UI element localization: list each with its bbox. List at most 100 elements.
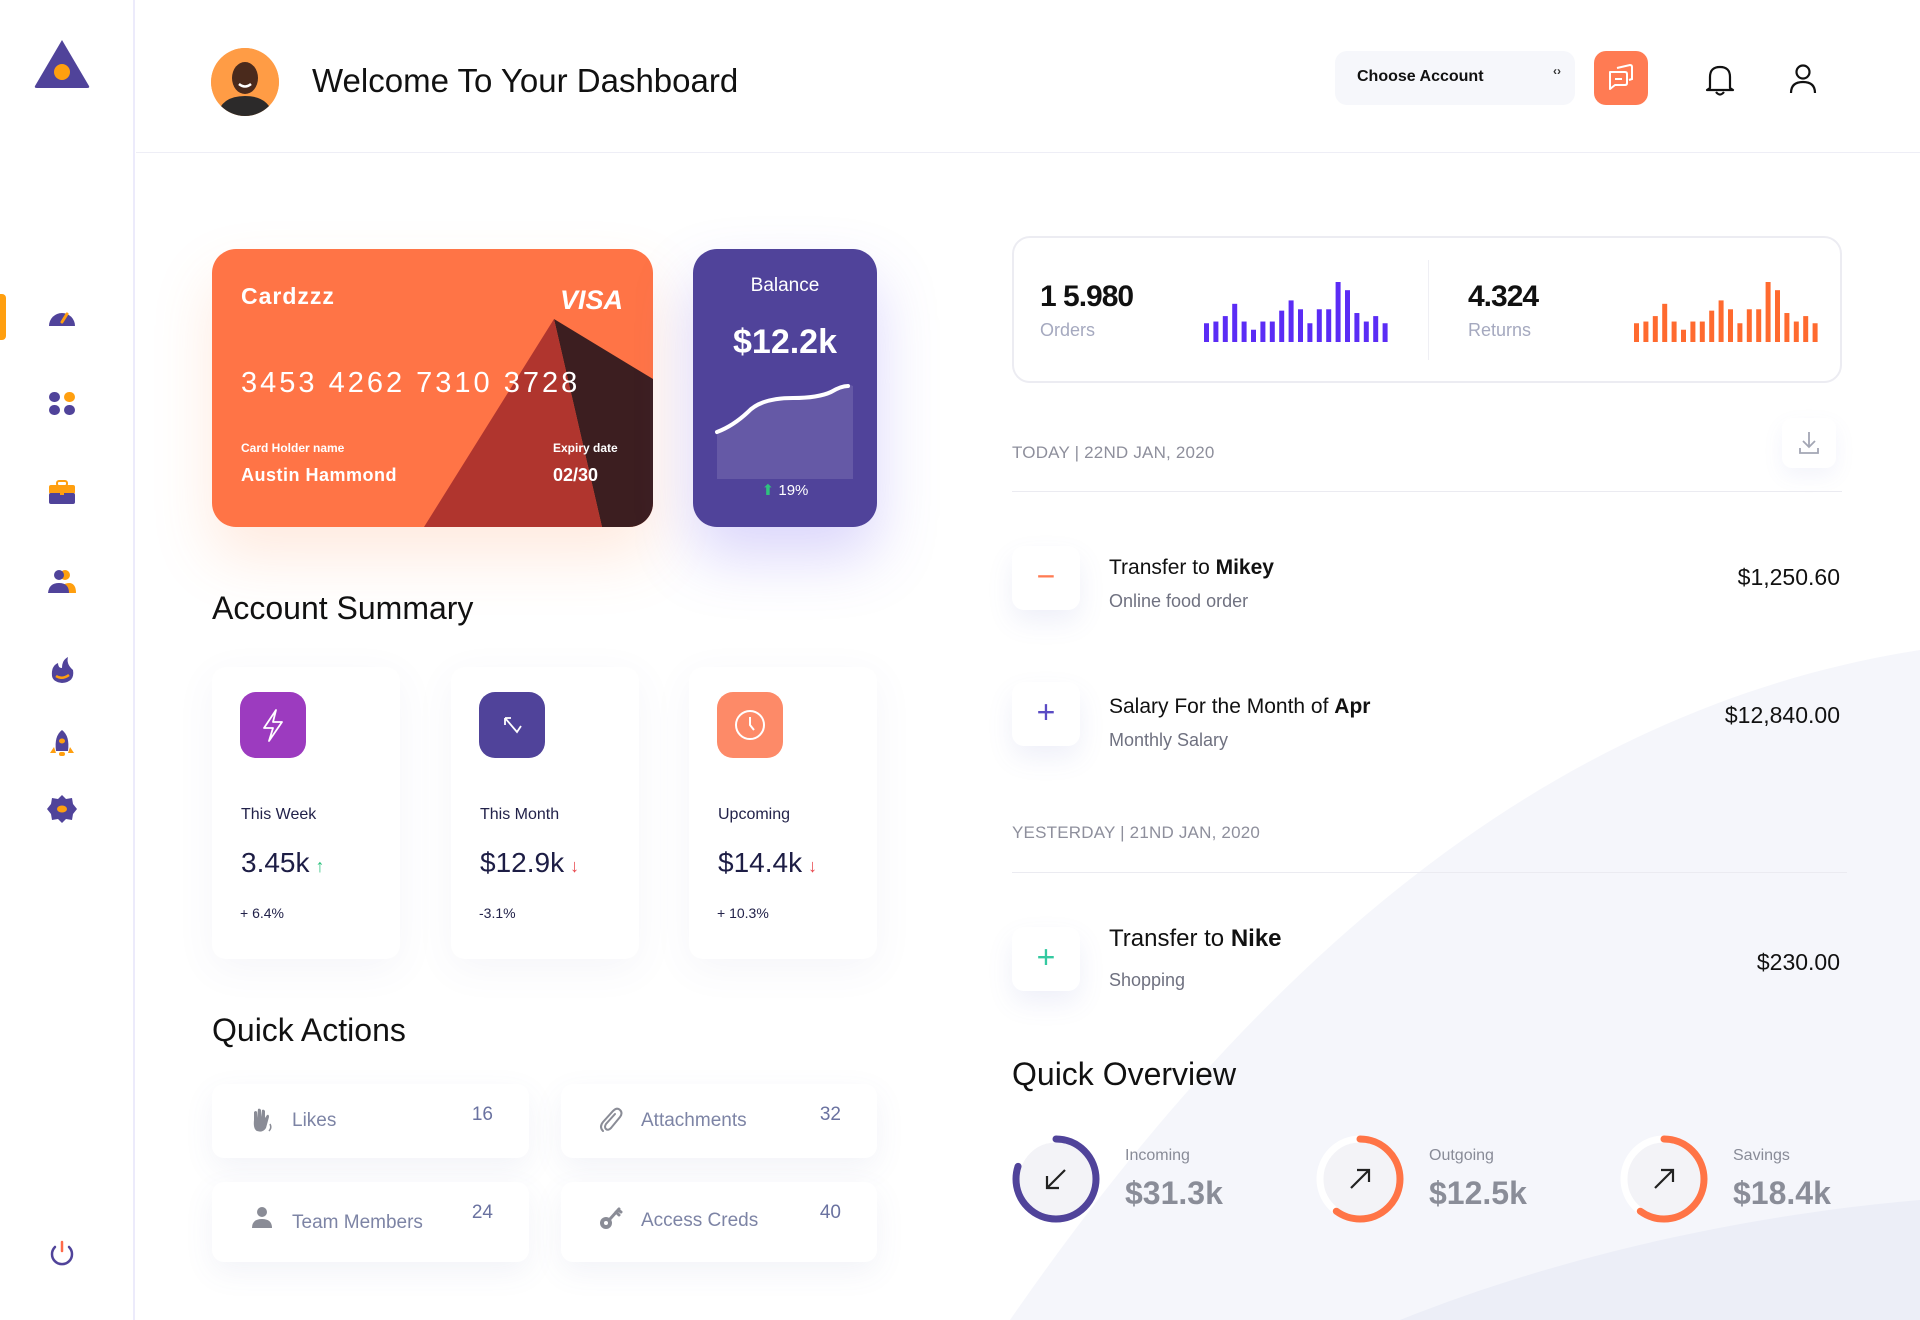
choose-account-select[interactable]: Choose Account ‹›: [1335, 51, 1575, 105]
bar: [1737, 323, 1743, 342]
progress-arc: [1316, 1135, 1404, 1223]
bar: [1251, 329, 1256, 342]
returns-label: Returns: [1468, 320, 1532, 340]
bar: [1222, 316, 1228, 342]
summary-label: This Week: [241, 806, 317, 823]
overview-outgoing[interactable]: Outgoing $12.5k: [1314, 1133, 1604, 1225]
bar: [1354, 313, 1360, 342]
bar: [1241, 321, 1247, 342]
arrow-up-icon: ⬆: [761, 482, 775, 499]
messages-button[interactable]: [1594, 51, 1648, 105]
bar: [1652, 316, 1658, 342]
transaction-title: Salary For the Month of Apr: [1109, 695, 1371, 718]
stats-divider: [1428, 260, 1429, 360]
page-title: Welcome To Your Dashboard: [312, 62, 739, 99]
bell-icon[interactable]: [1704, 62, 1736, 98]
power-icon[interactable]: [46, 1237, 78, 1269]
plus-icon[interactable]: +: [1012, 682, 1080, 746]
bar: [1728, 309, 1733, 342]
bar: [1204, 323, 1209, 342]
quick-action-label: Access Creds: [641, 1210, 759, 1231]
users-icon[interactable]: [46, 566, 78, 598]
returns-bar-chart: [1634, 282, 1818, 342]
bar: [1671, 321, 1677, 342]
progress-arc: [1620, 1135, 1708, 1223]
active-indicator: [0, 294, 6, 340]
credit-card[interactable]: Cardzzz VISA 3453 4262 7310 3728 Card Ho…: [212, 249, 653, 527]
bar: [1812, 323, 1818, 342]
avatar[interactable]: [211, 48, 279, 116]
trend-down-icon: ↓: [808, 856, 818, 876]
summary-pct: + 10.3%: [717, 905, 769, 921]
fire-icon[interactable]: [46, 654, 78, 686]
quick-action-team-members[interactable]: Team Members 24: [212, 1182, 529, 1262]
briefcase-icon[interactable]: [46, 477, 78, 509]
date-header-today: TODAY | 22ND JAN, 2020: [1012, 443, 1215, 462]
header-divider: [136, 152, 1920, 153]
bar: [1643, 321, 1649, 342]
divider: [1012, 872, 1847, 873]
download-icon: [1799, 432, 1819, 454]
download-button[interactable]: [1782, 418, 1836, 468]
choose-account-label: Choose Account: [1357, 68, 1484, 85]
balance-change: ⬆ 19%: [761, 482, 809, 499]
bar: [1699, 321, 1705, 342]
bar: [1784, 313, 1790, 342]
trend-up-icon: ↑: [315, 856, 325, 876]
arrow-down-left-icon: [1045, 1169, 1066, 1190]
divider: [1012, 491, 1842, 492]
transaction-title: Transfer to Nike: [1109, 925, 1282, 952]
bar: [1269, 321, 1275, 342]
summary-value: $12.9k ↓: [480, 847, 580, 878]
orders-bar-chart: [1204, 282, 1388, 342]
transaction-subtitle: Monthly Salary: [1109, 730, 1229, 750]
bar: [1260, 321, 1266, 342]
bar: [1307, 323, 1313, 342]
summary-label: This Month: [480, 806, 560, 823]
expiry-label: Expiry date: [553, 441, 618, 455]
bar: [1288, 300, 1294, 342]
bar: [1298, 309, 1303, 342]
balance-sparkline: [715, 384, 853, 479]
plus-icon[interactable]: +: [1012, 927, 1080, 991]
quick-actions-title: Quick Actions: [212, 1012, 406, 1048]
bar: [1213, 321, 1219, 342]
quick-action-attachments[interactable]: Attachments 32: [561, 1084, 877, 1158]
summary-card-this-month[interactable]: This Month $12.9k ↓ -3.1%: [451, 667, 639, 959]
overview-label: Savings: [1733, 1147, 1790, 1164]
summary-value: 3.45k ↑: [241, 847, 325, 878]
summary-card-upcoming[interactable]: Upcoming $14.4k ↓ + 10.3%: [689, 667, 877, 959]
quick-action-count: 24: [471, 1202, 493, 1223]
quick-action-label: Team Members: [292, 1212, 423, 1233]
minus-icon[interactable]: −: [1012, 546, 1080, 610]
quick-action-access-creds[interactable]: Access Creds 40: [561, 1182, 877, 1262]
clock-icon: [717, 692, 783, 758]
progress-ring: [1316, 1135, 1404, 1223]
dashboard-icon[interactable]: [46, 300, 78, 332]
transaction-subtitle: Online food order: [1109, 591, 1249, 611]
bar: [1709, 310, 1715, 342]
transaction-title: Transfer to Mikey: [1109, 556, 1274, 579]
apps-icon[interactable]: [46, 388, 78, 420]
rocket-icon[interactable]: [46, 727, 78, 759]
user-profile-icon[interactable]: [1788, 62, 1818, 96]
bar: [1382, 323, 1388, 342]
paperclip-icon: [600, 1107, 623, 1132]
balance-card[interactable]: Balance $12.2k ⬆ 19%: [693, 249, 877, 527]
trend-down-icon: ↓: [570, 856, 580, 876]
overview-incoming[interactable]: Incoming $31.3k: [1010, 1133, 1300, 1225]
summary-value: $14.4k ↓: [718, 847, 818, 878]
bar: [1373, 316, 1379, 342]
settings-icon[interactable]: [46, 793, 78, 825]
summary-pct: -3.1%: [479, 905, 516, 921]
summary-card-this-week[interactable]: This Week 3.45k ↑ + 6.4%: [212, 667, 400, 959]
quick-action-count: 16: [471, 1104, 493, 1125]
transaction-amount: $12,840.00: [1724, 702, 1840, 728]
arrow-up-right-icon: [1350, 1168, 1371, 1189]
overview-savings[interactable]: Savings $18.4k: [1618, 1133, 1908, 1225]
arrow-up-right-icon: [1654, 1168, 1675, 1189]
quick-action-likes[interactable]: Likes 16: [212, 1084, 529, 1158]
date-header-yesterday: YESTERDAY | 21ND JAN, 2020: [1012, 823, 1261, 842]
chat-icon: [1609, 63, 1633, 90]
card-holder-label: Card Holder name: [241, 441, 345, 455]
